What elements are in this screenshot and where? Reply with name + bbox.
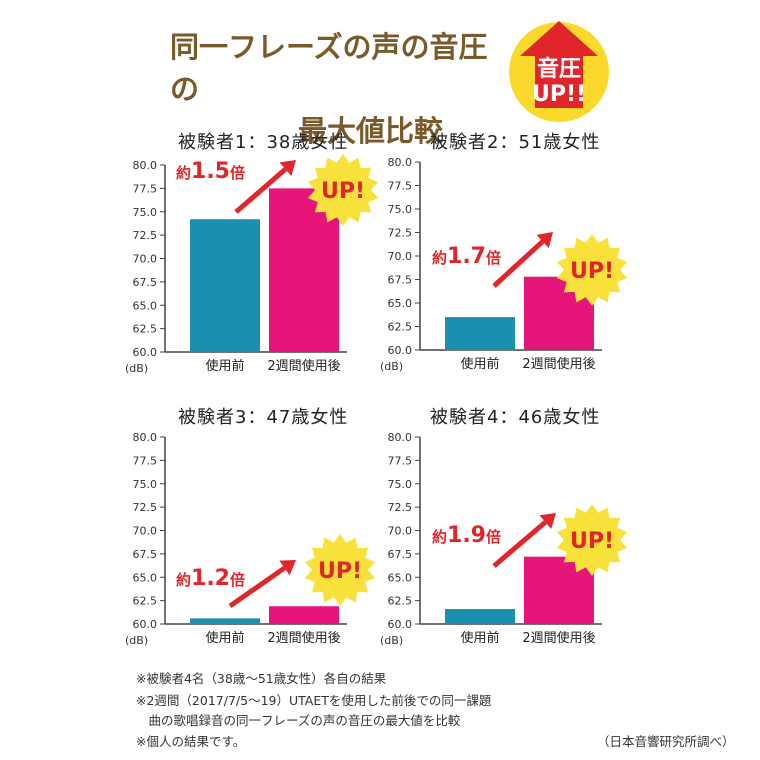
bar-after (269, 188, 339, 352)
y-tick-label: 80.0 (133, 159, 158, 172)
chart-title: 被験者4：46歳女性 (430, 407, 600, 428)
y-tick-label: 75.0 (133, 206, 158, 219)
footnote-2: ※2週間（2017/7/5〜19）UTAETを使用した前後での同一課題 (136, 693, 492, 708)
bar-after (269, 606, 339, 624)
y-tick-label: 62.5 (133, 323, 158, 336)
ratio-label: 約1.5倍 (176, 159, 245, 184)
page-title-line2: 最大値比較 (298, 114, 444, 148)
x-category-label: 使用前 (460, 630, 499, 646)
x-category-label: 使用前 (460, 356, 499, 372)
arrow-head-icon (279, 560, 296, 576)
y-unit-label: (dB) (125, 634, 148, 647)
up-burst-icon (304, 534, 376, 606)
footnote-3: 曲の歌唱録音の同一フレーズの声の音圧の最大値を比較 (136, 713, 461, 728)
y-tick-label: 75.0 (133, 478, 158, 491)
y-tick-label: 72.5 (133, 501, 158, 514)
x-category-label: 2週間使用後 (267, 630, 340, 646)
up-burst-icon (307, 154, 379, 226)
y-tick-label: 77.5 (133, 454, 158, 467)
y-tick-label: 65.0 (133, 571, 158, 584)
y-tick-label: 60.0 (133, 346, 158, 359)
y-tick-label: 62.5 (388, 595, 413, 608)
chart-panel-3: 被験者3：47歳女性 80.0 77.5 75.0 72.5 70.0 67.5 65.0 62… (125, 407, 376, 647)
up-label: UP! (570, 529, 614, 554)
footnote-4: ※個人の結果です。 (136, 734, 246, 749)
y-tick-label: 65.0 (133, 299, 158, 312)
y-tick-label: 70.0 (133, 253, 158, 266)
y-tick-label: 80.0 (388, 156, 413, 169)
bar-after (524, 276, 594, 350)
x-category-label: 2週間使用後 (267, 358, 340, 374)
up-label: UP! (570, 259, 614, 284)
y-tick-label: 70.0 (133, 525, 158, 538)
chart-panel-2: 被験者2：51歳女性80.077.575.072.570.067.565.062… (380, 132, 628, 373)
y-tick-label: 67.5 (133, 548, 158, 561)
chart-panel-1: 被験者1：38歳女性80.077.575.072.570.067.565.062… (125, 132, 379, 375)
y-tick-label: 72.5 (133, 229, 158, 242)
sound-pressure-up-badge: 音圧 UP!! (509, 21, 609, 122)
increase-arrow-icon (492, 239, 545, 288)
y-unit-label: (dB) (380, 360, 403, 373)
arrow-head-icon (539, 513, 556, 529)
up-burst-icon (556, 504, 628, 576)
y-tick-label: 72.5 (388, 227, 413, 240)
y-tick-label: 75.0 (388, 203, 413, 216)
up-label: UP! (318, 559, 362, 584)
y-tick-label: 62.5 (133, 595, 158, 608)
x-category-label: 2週間使用後 (522, 630, 595, 646)
arrow-head-icon (536, 232, 553, 249)
y-tick-label: 60.0 (388, 618, 413, 631)
page-title-line1: 同一フレーズの声の音圧の (170, 30, 488, 106)
badge-arrow-icon (520, 21, 598, 108)
ratio-label: 約1.9倍 (432, 523, 501, 548)
y-tick-label: 80.0 (388, 431, 413, 444)
y-tick-label: 80.0 (133, 431, 158, 444)
y-tick-label: 77.5 (388, 180, 413, 193)
x-category-label: 2週間使用後 (522, 356, 595, 372)
y-tick-label: 65.0 (388, 297, 413, 310)
chart-panel-4: 被験者4：46歳女性 80.0 77.5 75.0 72.5 70.0 67.5 65.0 62… (380, 407, 628, 647)
y-tick-label: 77.5 (388, 454, 413, 467)
page-title: 同一フレーズの声の音圧の 最大値比較 (170, 26, 510, 152)
y-tick-label: 67.5 (388, 548, 413, 561)
ratio-label: 約1.2倍 (176, 566, 245, 591)
badge-text-line2: UP!! (532, 82, 586, 107)
bar-before (445, 609, 515, 624)
bar-before (190, 219, 260, 352)
y-tick-label: 70.0 (388, 250, 413, 263)
up-burst-icon (556, 234, 628, 306)
y-tick-label: 65.0 (388, 571, 413, 584)
x-category-label: 使用前 (205, 358, 244, 374)
y-tick-label: 60.0 (388, 344, 413, 357)
y-tick-label: 70.0 (388, 525, 413, 538)
footnote-1: ※被験者4名（38歳〜51歳女性）各自の結果 (136, 671, 387, 686)
increase-arrow-icon (492, 520, 547, 568)
y-tick-label: 60.0 (133, 618, 158, 631)
y-tick-label: 75.0 (388, 478, 413, 491)
research-credit: （日本音響研究所調べ） (597, 734, 735, 749)
x-category-label: 使用前 (205, 630, 244, 646)
y-tick-label: 62.5 (388, 321, 413, 334)
bar-after (524, 556, 594, 624)
badge-text-line1: 音圧 (537, 56, 581, 82)
bar-before (190, 618, 260, 624)
increase-arrow-icon (228, 565, 286, 609)
y-unit-label: (dB) (125, 362, 148, 375)
y-tick-label: 77.5 (133, 182, 158, 195)
y-unit-label: (dB) (380, 634, 403, 647)
up-label: UP! (321, 179, 365, 204)
ratio-label: 約1.7倍 (432, 244, 501, 269)
y-tick-label: 72.5 (388, 501, 413, 514)
y-tick-label: 67.5 (133, 276, 158, 289)
y-tick-label: 67.5 (388, 274, 413, 287)
increase-arrow-icon (234, 167, 288, 214)
chart-title: 被験者3：47歳女性 (178, 407, 348, 428)
bar-before (445, 317, 515, 350)
arrow-head-icon (279, 160, 296, 176)
